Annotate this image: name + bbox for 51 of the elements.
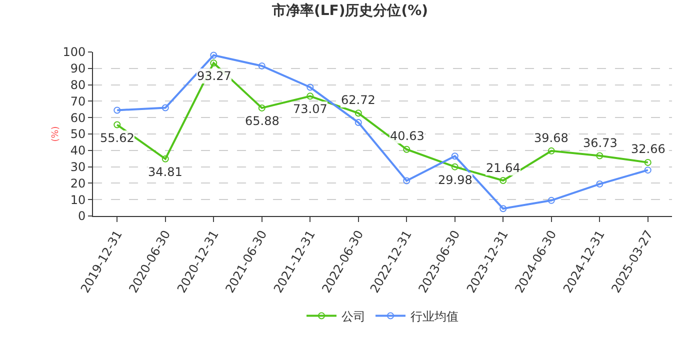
data-label: 32.66 — [631, 142, 666, 156]
point — [644, 166, 652, 174]
y-tick-label: 20 — [70, 176, 86, 190]
point — [210, 60, 218, 67]
point — [403, 177, 410, 184]
data-label: 93.27 — [197, 69, 232, 83]
y-tick-label: 90 — [70, 62, 86, 76]
point — [354, 119, 362, 126]
point — [306, 92, 314, 100]
point — [644, 158, 652, 166]
legend-label: 公司 — [342, 309, 366, 324]
y-tick-label: 30 — [70, 160, 86, 174]
point — [451, 163, 458, 170]
point — [354, 110, 362, 117]
y-tick-label: 0 — [78, 209, 86, 224]
point — [548, 196, 555, 204]
point — [114, 121, 121, 128]
y-tick-label: 100 — [62, 45, 86, 60]
data-label: 65.88 — [245, 114, 280, 128]
data-label: 62.72 — [341, 93, 376, 107]
y-tick-label: 60 — [70, 110, 86, 125]
data-label: 55.62 — [100, 131, 134, 145]
y-tick-label: 70 — [70, 94, 86, 108]
point — [548, 147, 555, 154]
point — [451, 152, 458, 160]
legend-label: 行业均值 — [410, 309, 458, 324]
data-label: 34.81 — [148, 165, 182, 179]
point — [306, 84, 314, 91]
point — [596, 180, 604, 188]
point — [114, 106, 121, 114]
point — [258, 62, 266, 70]
data-label: 73.07 — [293, 102, 328, 116]
chart-title: 市净率(LF)历史分位(%) — [270, 2, 428, 20]
point — [500, 177, 507, 184]
point — [403, 146, 410, 153]
y-tick-label: 80 — [70, 78, 86, 92]
y-axis-title: (%) — [51, 126, 62, 142]
data-label: 39.68 — [534, 131, 568, 145]
point — [162, 155, 169, 162]
point — [258, 104, 266, 112]
data-label: 21.64 — [486, 161, 520, 175]
y-tick-label: 40 — [70, 144, 86, 158]
data-label: 29.98 — [438, 173, 472, 187]
data-label: 40.63 — [390, 129, 424, 143]
y-tick-label: 50 — [70, 127, 86, 142]
point — [162, 104, 169, 112]
point — [500, 205, 507, 212]
point — [596, 152, 604, 160]
point — [210, 52, 218, 59]
y-tick-label: 10 — [70, 192, 86, 207]
data-label: 36.73 — [583, 136, 618, 150]
